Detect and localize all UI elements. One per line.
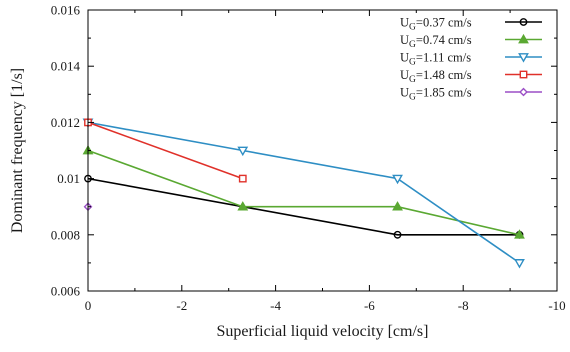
legend-entry-1: UG=0.37 cm/s (400, 16, 542, 33)
legend-label: UG=0.37 cm/s (400, 16, 472, 33)
series-4-point (238, 174, 247, 183)
legend-swatch-marker (519, 70, 528, 79)
legend-entry-5: UG=1.85 cm/s (400, 86, 542, 103)
series-4-line (87, 121, 244, 180)
x-tick-label: -4 (270, 298, 281, 313)
series-3-line (87, 121, 520, 264)
x-axis-label: Superficial liquid velocity [cm/s] (217, 323, 429, 340)
legend-entry-4: UG=1.48 cm/s (400, 68, 542, 85)
y-tick-label: 0.01 (57, 171, 80, 186)
legend-swatch-marker (518, 33, 529, 44)
y-tick-label: 0.016 (51, 3, 81, 18)
x-tick-label: 0 (85, 298, 92, 313)
legend-label: UG=1.85 cm/s (400, 86, 472, 103)
legend-label: UG=1.11 cm/s (400, 51, 471, 68)
series-1-point (393, 230, 402, 239)
x-tick-label: -10 (548, 298, 565, 313)
axis-layer: 0 -2 -4 -6 -8 -10 0.006 0.008 0.01 0.012 0.014 0.01… (51, 3, 566, 314)
series-3-point (237, 146, 249, 157)
plot-layer (82, 118, 525, 269)
legend-swatch-marker (519, 87, 528, 97)
y-axis-label: Dominant frequency [1/s] (9, 68, 26, 233)
legend: UG=0.37 cm/sUG=0.74 cm/sUG=1.11 cm/sUG=1… (400, 16, 542, 103)
x-tick-label: -2 (176, 298, 187, 313)
y-tick-label: 0.012 (51, 115, 80, 130)
series-3-point (392, 174, 403, 185)
series-2-point (237, 201, 249, 211)
y-tick-label: 0.014 (51, 59, 81, 74)
legend-swatch-marker (519, 18, 528, 26)
x-tick-label: -6 (364, 298, 375, 313)
legend-swatch-marker (518, 53, 529, 63)
y-tick-label: 0.008 (51, 227, 80, 242)
series-2-point (392, 201, 403, 211)
series-2-point (514, 229, 525, 239)
y-tick-label: 0.006 (51, 284, 81, 299)
legend-label: UG=0.74 cm/s (400, 33, 472, 50)
series-3-point (514, 259, 525, 269)
legend-entry-2: UG=0.74 cm/s (400, 33, 542, 50)
legend-label: UG=1.48 cm/s (400, 68, 472, 85)
legend-entry-3: UG=1.11 cm/s (400, 51, 542, 68)
x-tick-label: -8 (458, 298, 469, 313)
